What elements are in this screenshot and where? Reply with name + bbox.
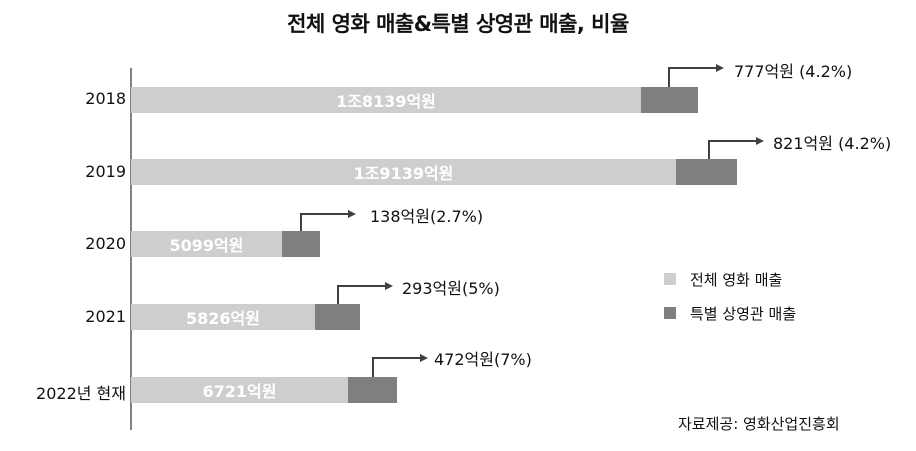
bar-total-2019: 1조9139억원 [131,159,676,185]
callout-line [668,67,718,69]
arrow-icon [716,64,724,72]
special-value-label: 821억원 (4.2%) [773,134,892,153]
callout-line [372,357,422,359]
callout-line [372,357,374,377]
category-label: 2021 [85,307,126,326]
special-value-label: 777억원 (4.2%) [734,62,853,81]
legend-swatch-icon [664,273,676,285]
bar-total-2018: 1조8139억원 [131,87,641,113]
bar-total-2022: 6721억원 [131,377,348,403]
arrow-icon [385,282,393,290]
chart-title: 전체 영화 매출&특별 상영관 매출, 비율 [287,12,629,36]
legend-label: 전체 영화 매출 [690,270,783,289]
callout-line [708,140,710,159]
legend-swatch-icon [664,307,676,319]
callout-line [668,67,670,87]
callout-line [337,285,339,304]
category-label: 2019 [85,162,126,181]
callout-line [337,285,387,287]
callout-line [300,213,302,231]
arrow-icon [756,137,764,145]
callout-line [300,213,350,215]
bar-special-2021 [315,304,360,330]
bar-special-2020 [282,231,320,257]
source-note: 자료제공: 영화산업진흥회 [678,415,840,433]
legend-item-total: 전체 영화 매출 [664,262,796,296]
bar-total-2020: 5099억원 [131,231,282,257]
bar-total-2021: 5826억원 [131,304,315,330]
legend: 전체 영화 매출 특별 상영관 매출 [664,262,796,330]
bar-special-2018 [641,87,698,113]
arrow-icon [348,210,356,218]
special-value-label: 138억원(2.7%) [370,207,484,226]
bar-special-2022 [348,377,397,403]
bar-special-2019 [676,159,737,185]
callout-line [708,140,758,142]
category-label: 2022년 현재 [36,384,126,403]
category-label: 2020 [85,234,126,253]
legend-item-special: 특별 상영관 매출 [664,296,796,330]
special-value-label: 472억원(7%) [434,350,532,369]
arrow-icon [420,354,428,362]
legend-label: 특별 상영관 매출 [690,304,797,323]
category-label: 2018 [85,89,126,108]
special-value-label: 293억원(5%) [402,279,500,298]
